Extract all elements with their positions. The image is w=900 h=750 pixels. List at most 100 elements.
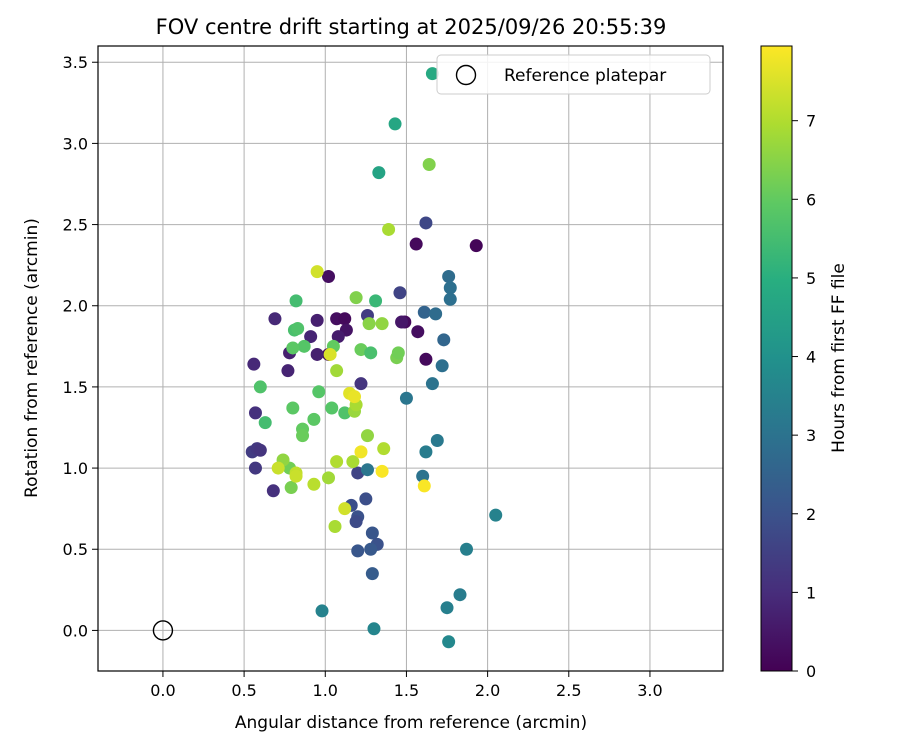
reference-platepar-point xyxy=(152,620,174,641)
data-point xyxy=(443,292,457,306)
data-point xyxy=(365,567,379,581)
data-point xyxy=(388,117,402,131)
data-point xyxy=(310,313,324,327)
data-point xyxy=(422,158,436,172)
data-point xyxy=(393,286,407,300)
data-point xyxy=(338,502,352,516)
data-point xyxy=(310,347,324,361)
x-tick-label: 1.5 xyxy=(394,681,419,700)
data-point xyxy=(346,455,360,469)
y-axis-ticks: 0.0 0.5 1.0 1.5 2.0 2.5 3.0 3.5 xyxy=(63,53,98,640)
data-point xyxy=(360,429,374,443)
y-tick-label: 2.0 xyxy=(63,297,88,316)
data-point xyxy=(281,364,295,378)
x-tick-label: 2.5 xyxy=(556,681,581,700)
data-point xyxy=(419,352,433,366)
data-point xyxy=(453,588,467,602)
data-point xyxy=(399,391,413,405)
data-point xyxy=(429,307,443,321)
data-point xyxy=(375,317,389,331)
data-point xyxy=(331,330,345,344)
data-point xyxy=(304,330,318,344)
data-point xyxy=(369,294,383,308)
data-point xyxy=(417,479,431,493)
colorbar-label: Hours from first FF file xyxy=(829,263,849,453)
plot-frame xyxy=(97,45,724,672)
data-point xyxy=(391,346,405,360)
x-tick-label: 2.0 xyxy=(475,681,500,700)
data-point xyxy=(409,237,423,251)
data-point xyxy=(266,484,280,498)
data-point xyxy=(365,526,379,540)
data-point xyxy=(489,508,503,522)
data-point xyxy=(284,481,298,495)
data-point xyxy=(354,445,368,459)
data-point xyxy=(375,464,389,478)
data-point xyxy=(253,380,267,394)
data-point xyxy=(338,312,352,326)
data-point xyxy=(359,492,373,506)
data-point xyxy=(291,321,305,335)
data-point xyxy=(253,443,267,457)
data-point xyxy=(382,222,396,236)
x-axis-ticks: 0.0 0.5 1.0 1.5 2.0 2.5 3.0 xyxy=(150,671,663,700)
y-tick-label: 0.0 xyxy=(63,621,88,640)
colorbar-tick-label: 3 xyxy=(806,426,816,445)
colorbar-tick-label: 0 xyxy=(806,662,816,681)
data-point xyxy=(349,515,363,529)
data-point xyxy=(258,416,272,430)
data-point xyxy=(286,341,300,355)
data-point xyxy=(425,67,439,81)
data-point xyxy=(307,412,321,426)
data-point xyxy=(310,265,324,279)
data-point xyxy=(372,166,386,180)
data-point xyxy=(289,294,303,308)
data-point xyxy=(395,315,409,329)
x-axis-label: Angular distance from reference (arcmin) xyxy=(235,713,587,733)
colorbar-ticks: 0 1 2 3 4 5 6 7 xyxy=(792,112,816,681)
data-point xyxy=(419,216,433,230)
data-points xyxy=(245,67,503,649)
data-point xyxy=(248,406,262,420)
data-point xyxy=(442,270,456,284)
colorbar-tick-label: 1 xyxy=(806,583,816,602)
data-point xyxy=(435,359,449,373)
grid xyxy=(98,46,723,671)
reference-marker xyxy=(152,620,174,641)
data-point xyxy=(315,604,329,618)
legend-label: Reference platepar xyxy=(504,66,666,86)
data-point xyxy=(312,385,326,399)
y-tick-label: 3.0 xyxy=(63,134,88,153)
legend-box xyxy=(436,54,711,95)
data-point xyxy=(289,469,303,483)
data-point xyxy=(271,461,285,475)
x-tick-label: 0.0 xyxy=(150,681,175,700)
data-point xyxy=(416,469,430,483)
data-point xyxy=(364,542,378,556)
data-point xyxy=(323,347,337,361)
data-point xyxy=(411,325,425,339)
data-point xyxy=(440,601,454,615)
data-point xyxy=(354,377,368,391)
data-point xyxy=(417,305,431,319)
data-point xyxy=(437,333,451,347)
data-point xyxy=(362,317,376,331)
data-point xyxy=(247,357,261,371)
x-tick-label: 3.0 xyxy=(637,681,662,700)
colorbar-tick-label: 4 xyxy=(806,348,816,367)
x-tick-label: 1.0 xyxy=(313,681,338,700)
data-point xyxy=(325,401,339,415)
x-tick-label: 0.5 xyxy=(231,681,256,700)
y-tick-label: 3.5 xyxy=(63,53,88,72)
data-point xyxy=(469,239,483,253)
data-point xyxy=(360,463,374,477)
y-tick-label: 1.5 xyxy=(63,378,88,397)
colorbar-tick-label: 7 xyxy=(806,112,816,131)
data-point xyxy=(349,291,363,305)
colorbar: 0 1 2 3 4 5 6 7 Hours from first FF file xyxy=(760,45,849,681)
legend: Reference platepar xyxy=(436,54,711,95)
colorbar-tick-label: 5 xyxy=(806,269,816,288)
y-tick-label: 1.0 xyxy=(63,459,88,478)
chart-title: FOV centre drift starting at 2025/09/26 … xyxy=(156,15,667,39)
